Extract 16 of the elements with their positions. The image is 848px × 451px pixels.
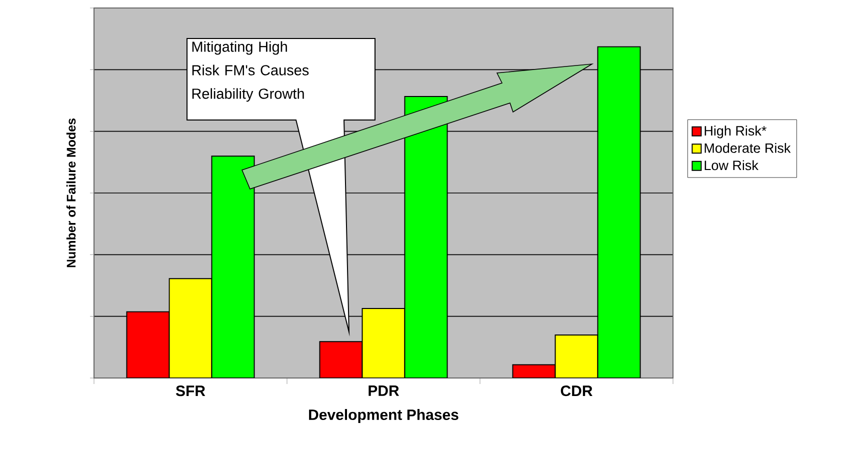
- x-axis-title: Development Phases: [309, 409, 458, 423]
- bar: [211, 156, 255, 378]
- legend-label: Moderate Risk: [704, 142, 791, 153]
- y-axis-title: Number of Failure Modes: [66, 118, 76, 268]
- legend-label: Low Risk: [704, 160, 758, 170]
- bar: [362, 308, 406, 378]
- bar: [597, 46, 641, 378]
- annotation: Mitigating High Risk FM's Causes Reliability Growth: [192, 41, 309, 102]
- x-tick-label: CDR: [560, 386, 592, 396]
- x-tick-label: PDR: [368, 386, 400, 396]
- bar: [126, 311, 170, 378]
- bar: [319, 341, 363, 378]
- legend-label: High Risk*: [704, 126, 766, 138]
- x-tick-label: SFR: [176, 386, 206, 396]
- bar: [168, 278, 212, 378]
- bar: [554, 334, 598, 378]
